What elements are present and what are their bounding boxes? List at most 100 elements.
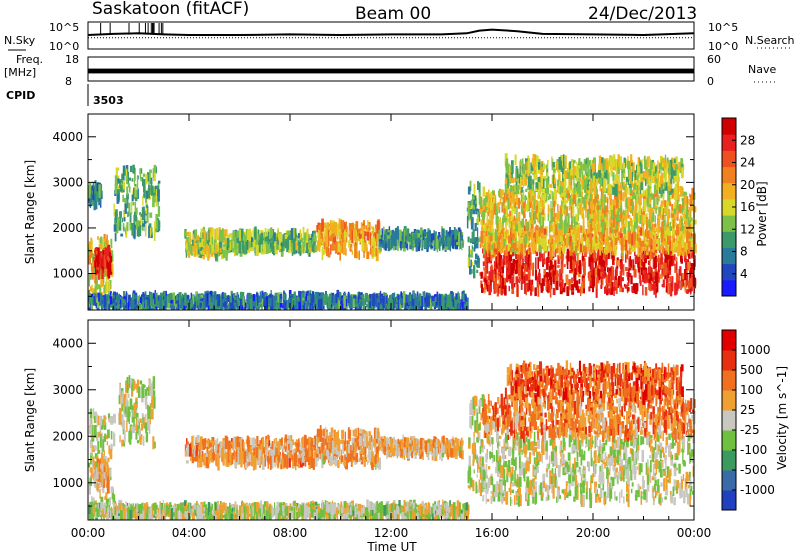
power-cell: [534, 200, 538, 205]
power-cell: [109, 264, 112, 272]
power-cell: [149, 212, 153, 218]
power-cell: [563, 240, 565, 248]
power-cell: [394, 228, 397, 239]
power-cell: [535, 251, 538, 257]
power-cell: [524, 250, 528, 262]
power-cell: [634, 256, 638, 265]
power-cell: [498, 262, 501, 273]
power-cell: [568, 179, 571, 188]
power-cell: [374, 232, 377, 240]
power-cell: [649, 237, 652, 245]
power-cell: [518, 211, 521, 222]
power-cell: [492, 198, 495, 207]
power-cell: [660, 245, 663, 250]
power-cell: [608, 210, 610, 215]
power-cell: [644, 258, 647, 263]
power-cell: [571, 238, 573, 242]
power-cell: [674, 202, 676, 213]
power-cell: [625, 179, 627, 188]
power-cell: [681, 207, 685, 213]
power-cell: [474, 237, 477, 249]
power-cell: [264, 227, 267, 239]
power-cell: [580, 238, 582, 244]
power-cell: [686, 211, 689, 215]
power-cell: [262, 243, 266, 249]
power-cell: [224, 229, 228, 237]
power-cell: [559, 186, 562, 195]
power-cell: [488, 285, 491, 292]
power-cell: [293, 230, 296, 240]
power-cell: [335, 242, 338, 248]
power-cell: [351, 229, 354, 244]
power-cell: [587, 223, 589, 227]
power-cell: [156, 220, 158, 231]
power-cell: [127, 171, 129, 185]
power-cell: [127, 211, 129, 218]
power-cell: [660, 274, 663, 279]
power-cell: [571, 189, 573, 200]
power-cell: [506, 205, 508, 215]
power-cell: [146, 212, 149, 223]
power-cell: [94, 247, 97, 256]
power-cell: [587, 179, 590, 186]
power-cell: [603, 238, 605, 245]
power-cell: [478, 212, 481, 222]
power-cell: [89, 196, 92, 209]
power-cell: [690, 263, 694, 274]
power-cell: [339, 241, 342, 246]
power-cell: [588, 199, 591, 211]
power-cell: [480, 218, 483, 225]
power-cell: [568, 244, 571, 250]
power-cell: [460, 235, 464, 244]
power-cell: [512, 251, 515, 257]
power-cell: [571, 284, 575, 291]
power-cell: [577, 265, 580, 272]
power-cell: [566, 227, 569, 232]
power-cell: [139, 168, 142, 179]
freq-tick-top: 18: [65, 53, 79, 66]
power-cell: [152, 196, 155, 208]
power-cell: [481, 240, 484, 248]
power-cell: [657, 219, 661, 233]
power-cell: [524, 204, 528, 212]
power-cell: [645, 241, 649, 246]
power-cell: [527, 269, 531, 281]
power-cell: [662, 279, 665, 288]
power-cell: [238, 229, 241, 241]
power-cell: [648, 283, 651, 290]
power-cell: [505, 244, 508, 256]
power-cell: [654, 283, 656, 294]
power-cell: [535, 163, 538, 177]
power-cell: [562, 245, 565, 253]
power-cell: [615, 245, 617, 256]
power-cell: [673, 208, 677, 215]
power-cell: [589, 160, 591, 167]
power-cell: [619, 271, 621, 277]
power-cell: [597, 245, 600, 259]
power-cell: [672, 174, 675, 184]
power-cell: [537, 257, 540, 269]
power-cell: [531, 228, 533, 243]
power-cell: [686, 233, 689, 243]
power-cell: [543, 188, 546, 200]
power-cell: [672, 218, 675, 229]
power-cell: [565, 200, 569, 204]
power-cell: [674, 282, 677, 296]
power-cell: [650, 160, 653, 171]
power-cell: [510, 185, 513, 192]
power-cell: [601, 230, 604, 240]
power-cell: [129, 212, 132, 226]
power-cell: [505, 263, 509, 268]
power-cell: [597, 236, 599, 246]
power-cell: [564, 238, 567, 246]
power-cell: [607, 288, 611, 294]
power-cell: [479, 243, 482, 249]
nsky-tick-bottom: 10^0: [49, 40, 79, 53]
power-cell: [483, 266, 485, 271]
power-cell: [144, 213, 146, 225]
power-cell: [551, 238, 554, 244]
power-cell: [610, 284, 614, 295]
power-cell: [493, 203, 496, 215]
power-cell: [648, 155, 651, 167]
power-cell: [502, 206, 506, 210]
